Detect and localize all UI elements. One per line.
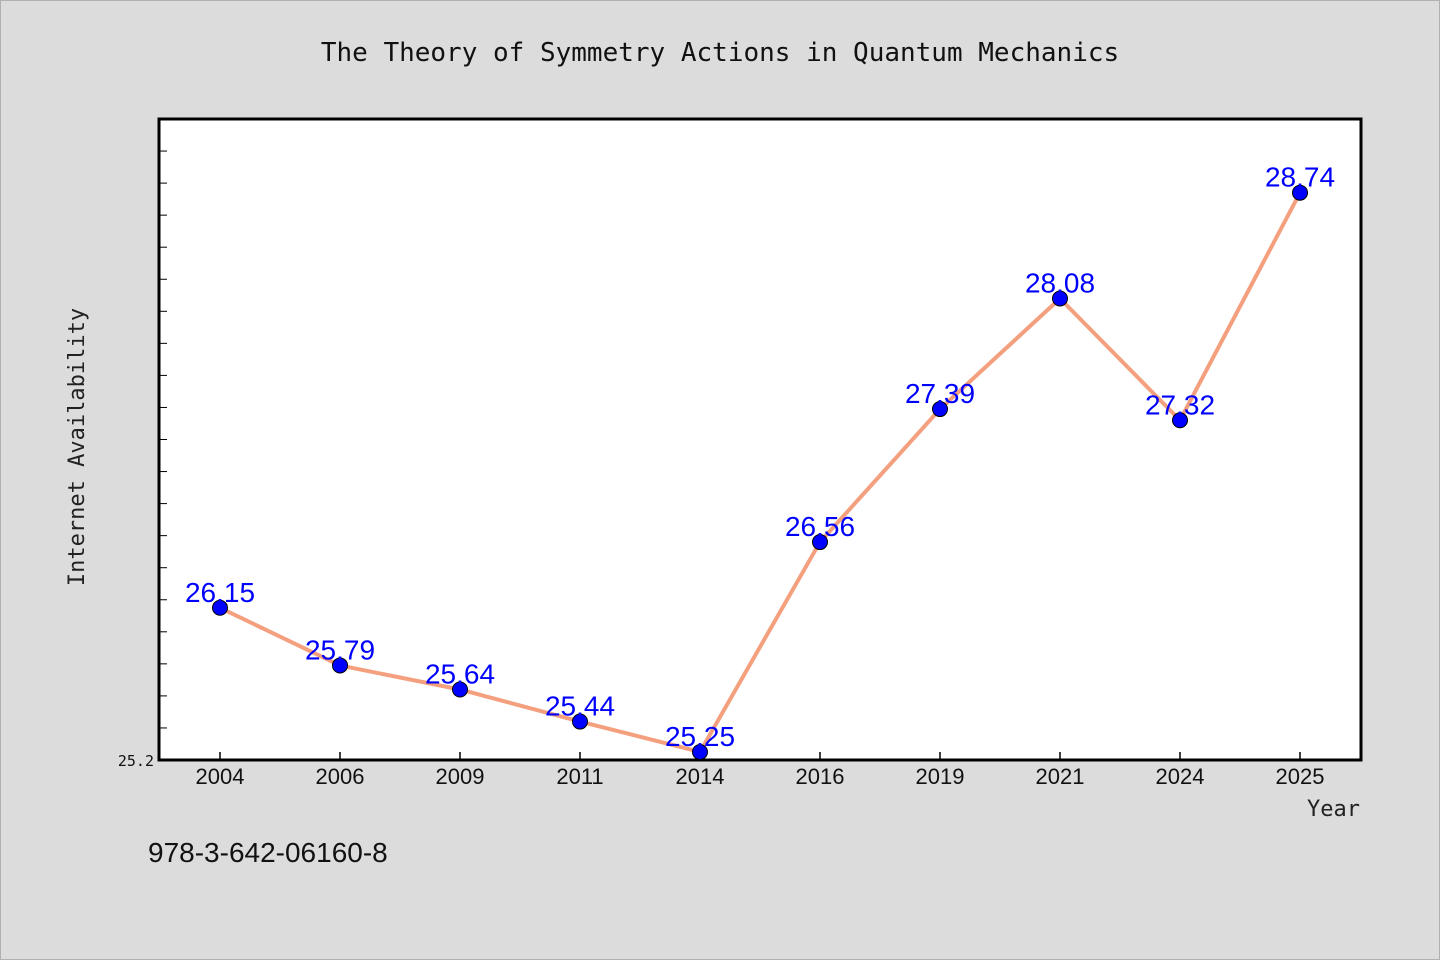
x-tick-label: 2016	[796, 764, 845, 789]
x-tick-label: 2014	[676, 764, 725, 789]
data-label: 27.32	[1145, 389, 1215, 420]
data-point	[452, 681, 468, 698]
data-point	[212, 599, 228, 616]
data-label: 26.56	[785, 511, 855, 542]
data-point	[812, 534, 828, 551]
x-axis: 2004 2006 2009 2011 2014 2016 2019 2021 2024 2025	[196, 752, 1325, 789]
data-label: 26.15	[185, 577, 255, 608]
data-label: 27.39	[905, 378, 975, 409]
x-tick-label: 2024	[1156, 764, 1205, 789]
plot-area	[157, 117, 1363, 762]
x-tick-label: 2009	[436, 764, 485, 789]
x-tick-label: 2025	[1276, 764, 1325, 789]
data-point	[692, 743, 708, 760]
data-label: 28.08	[1025, 267, 1095, 298]
x-tick-label: 2021	[1036, 764, 1085, 789]
data-points	[212, 184, 1308, 760]
y-tick-label-min: 25.2	[118, 752, 154, 770]
series-line	[219, 191, 1302, 754]
data-point	[572, 713, 588, 730]
data-label: 25.25	[665, 721, 735, 752]
x-tick-label: 2006	[316, 764, 365, 789]
chart-title: The Theory of Symmetry Actions in Quantu…	[321, 38, 1119, 68]
x-tick-label: 2004	[196, 764, 245, 789]
data-point	[932, 401, 948, 418]
data-label: 25.64	[425, 658, 495, 689]
data-label: 25.79	[305, 634, 375, 665]
data-point	[1052, 290, 1068, 307]
isbn-text: 978-3-642-06160-8	[148, 837, 388, 868]
x-tick-label: 2011	[556, 764, 603, 789]
data-point	[332, 657, 348, 674]
y-axis-ticks	[159, 150, 167, 729]
y-axis-label: Internet Availability	[65, 308, 90, 586]
data-labels: 26.15 25.79 25.64 25.44 25.25 26.56 27.39 28.08…	[185, 162, 1335, 752]
data-point	[1172, 412, 1188, 429]
data-point	[1292, 184, 1308, 201]
x-axis-label: Year	[1307, 797, 1360, 822]
data-label: 25.44	[545, 691, 615, 722]
x-tick-label: 2019	[916, 764, 965, 789]
data-label: 28.74	[1265, 162, 1335, 193]
